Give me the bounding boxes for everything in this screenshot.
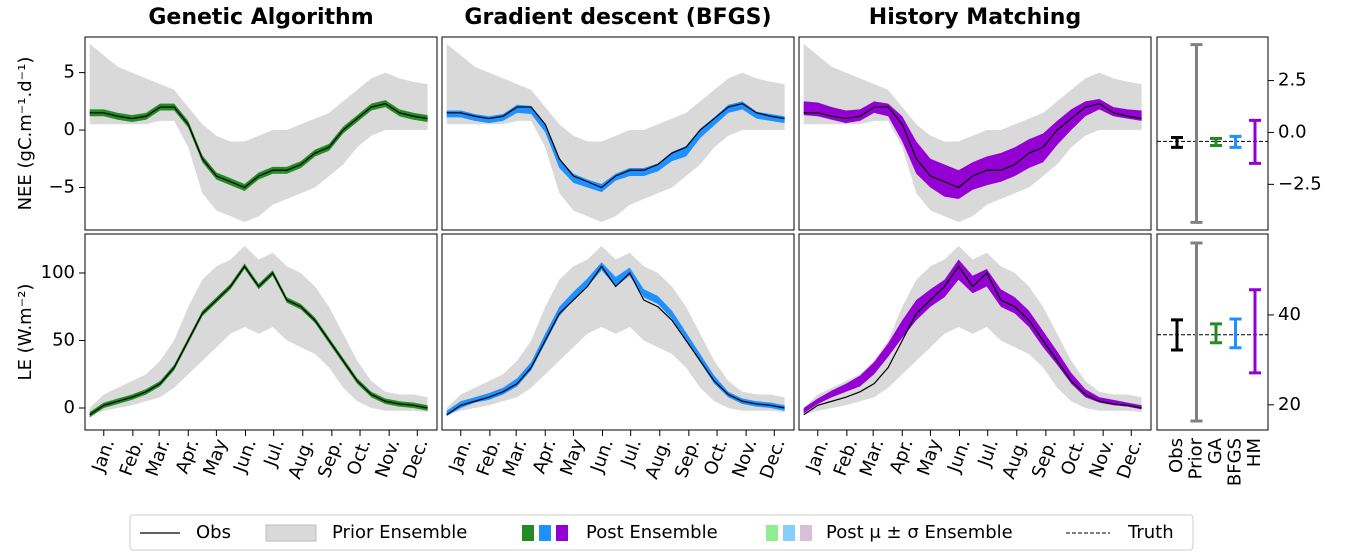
y2-tick-label: 0.0 [1278,121,1307,142]
legend-label: Truth [1127,522,1174,543]
prior-band [446,43,785,222]
x-tick-label: Mar. [856,436,889,479]
x-tick-label: Oct. [700,436,732,478]
x-tick-label: Aug. [998,436,1032,482]
y2-tick-label: −2.5 [1278,173,1322,194]
obs-line [446,265,785,416]
obs-line [89,265,428,416]
x-tick-label: BFGS [1225,438,1246,486]
x-tick-label: May [913,436,946,478]
legend-mu-sigma [783,525,795,541]
x-tick-label: Prior [1186,437,1207,479]
x-tick-label: Jan. [445,436,477,476]
x-tick-label: Aug. [284,436,318,482]
panel-frame [798,36,1152,231]
prior-band [89,246,428,415]
panel-frame [1156,233,1269,431]
post-band [803,259,1142,414]
y2-tick-label: 40 [1278,304,1301,325]
error-bar [1190,43,1203,224]
panel-frame [441,233,795,431]
prior-band [803,246,1142,415]
panel-frame [798,233,1152,431]
x-tick-label: Sep. [671,436,704,480]
error-bar [1171,318,1183,352]
y-tick-label: −5 [48,176,75,197]
error-bar [1171,135,1183,149]
legend-label: Post μ ± σ Ensemble [826,522,1013,543]
legend-prior [265,524,317,542]
error-bar [1210,322,1222,345]
x-tick-label: Dec. [399,436,433,481]
legend-mu-sigma [766,525,778,541]
error-bar [1229,317,1242,350]
x-tick-label: Obs [1166,438,1187,473]
x-tick-label: Mar. [142,436,175,479]
legend-label: Prior Ensemble [332,522,467,543]
panel-title: History Matching [869,5,1081,30]
legend-mu-sigma [800,525,812,541]
y-axis-label: LE (W.m⁻²) [15,284,36,381]
x-tick-label: Oct. [343,436,375,478]
x-tick-label: HM [1244,438,1265,467]
x-tick-label: Aug. [641,436,675,482]
y-tick-label: 50 [52,330,75,351]
obs-line [446,102,785,189]
y-tick-label: 100 [41,262,75,283]
obs-line [89,102,428,189]
obs-line [803,102,1142,189]
x-tick-label: GA [1205,437,1226,464]
y2-tick-label: 20 [1278,394,1301,415]
post-band [446,101,785,193]
x-tick-label: Jun. [943,436,975,476]
prior-band [89,43,428,222]
x-tick-label: May [199,436,232,478]
error-bar [1190,241,1203,423]
x-tick-label: Jul. [617,436,646,470]
legend-post [539,525,551,541]
x-tick-label: Jul. [260,436,289,470]
prior-band [446,246,785,415]
panel-title: Genetic Algorithm [148,5,373,30]
error-bar [1249,288,1261,375]
panel-frame [1156,36,1269,231]
x-tick-label: May [556,436,589,478]
panel-frame [84,233,438,431]
x-tick-label: Dec. [756,436,790,481]
y-tick-label: 5 [64,62,75,83]
legend-post [522,525,534,541]
error-bar [1210,136,1222,148]
x-tick-label: Dec. [1113,436,1147,481]
legend-label: Post Ensemble [586,522,718,543]
error-bar [1249,118,1261,165]
prior-band [803,43,1142,222]
post-band [89,263,428,418]
post-band [803,99,1142,199]
x-tick-label: Sep. [314,436,347,480]
x-tick-label: Jun. [586,436,618,476]
y-tick-label: 0 [64,119,75,140]
y-tick-label: 0 [64,397,75,418]
panel-title: Gradient descent (BFGS) [464,5,771,30]
x-tick-label: Jul. [974,436,1003,470]
x-tick-label: Jan. [88,436,120,476]
legend-post [556,525,568,541]
post-band [446,262,785,417]
x-tick-label: Mar. [499,436,532,479]
x-tick-label: Oct. [1057,436,1089,478]
error-bar [1229,134,1242,149]
legend-label: Obs [196,522,231,543]
x-tick-label: Jan. [802,436,834,476]
y2-tick-label: 2.5 [1278,70,1307,91]
x-tick-label: Sep. [1028,436,1061,480]
panel-frame [84,36,438,231]
y-axis-label: NEE (gC.m⁻¹.d⁻¹) [15,57,36,211]
legend-box [129,514,1194,551]
x-tick-label: Jun. [229,436,261,476]
panel-frame [441,36,795,231]
obs-line [803,265,1142,416]
